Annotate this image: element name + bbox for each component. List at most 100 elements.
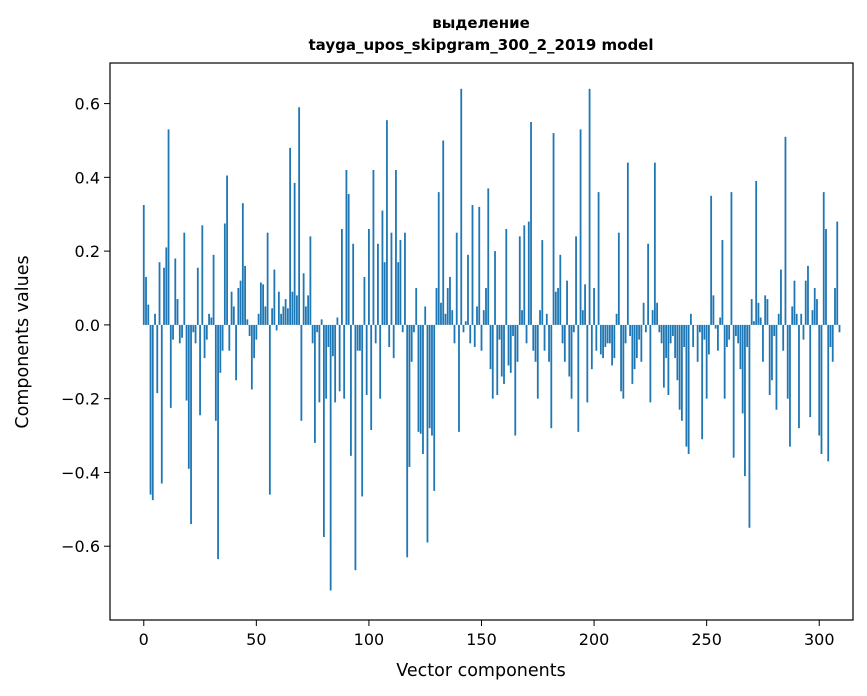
bar [228, 324, 231, 351]
bar [543, 324, 546, 351]
bar [723, 324, 726, 399]
bar [379, 324, 382, 399]
bar [687, 324, 690, 455]
bar [298, 107, 301, 325]
bar [410, 324, 413, 362]
bar [577, 324, 580, 432]
y-tick-label: 0.0 [75, 316, 100, 335]
bar [563, 324, 566, 362]
bar [275, 324, 278, 331]
bar [401, 324, 404, 333]
bar [649, 324, 652, 403]
bar [703, 324, 706, 340]
bar [653, 162, 656, 325]
bar [145, 276, 147, 325]
bar [469, 324, 472, 344]
bar [708, 324, 710, 355]
bar [642, 302, 645, 325]
bar [581, 310, 584, 325]
bar [451, 310, 454, 325]
bar [307, 295, 310, 325]
bar [467, 254, 469, 325]
bar [156, 324, 159, 394]
bar [217, 324, 219, 560]
bar [440, 302, 442, 325]
x-tick-label: 250 [691, 630, 722, 649]
bar [791, 306, 794, 325]
bar [514, 324, 517, 436]
bar [593, 288, 595, 325]
bar [374, 324, 377, 344]
bar [735, 324, 737, 336]
bar [757, 302, 760, 325]
bar [313, 324, 316, 443]
bar [325, 324, 328, 399]
bar [813, 288, 816, 325]
bar [496, 324, 499, 395]
bar [523, 225, 526, 325]
bar [264, 306, 267, 325]
bar [449, 276, 451, 325]
bar [777, 313, 780, 325]
bar [588, 88, 591, 325]
bar [142, 205, 145, 325]
bar [753, 321, 755, 325]
bar [611, 324, 613, 366]
bar [509, 324, 512, 373]
bar [291, 291, 294, 325]
bar [471, 205, 474, 325]
bar [359, 324, 361, 351]
bar [237, 288, 240, 325]
bar [730, 192, 733, 325]
bar [638, 324, 641, 340]
bar [552, 133, 555, 325]
bar [293, 182, 296, 325]
bar [262, 284, 264, 325]
bar [798, 324, 800, 429]
bar [230, 291, 233, 325]
y-tick-label: 0.6 [75, 95, 100, 114]
bar [295, 295, 298, 325]
bar [268, 324, 271, 495]
bar [505, 228, 508, 325]
bar [595, 324, 598, 351]
bar [478, 206, 481, 325]
bar [336, 317, 339, 325]
y-tick-label: 0.4 [75, 168, 100, 187]
bar [831, 324, 834, 362]
bar [712, 295, 715, 325]
bar [629, 324, 631, 336]
bar [680, 324, 683, 421]
bar [194, 324, 197, 344]
chart-subtitle: tayga_upos_skipgram_300_2_2019 model [309, 36, 654, 54]
bar [746, 324, 749, 348]
bar [784, 136, 787, 325]
bar [158, 262, 161, 325]
bar [532, 324, 535, 351]
bar [669, 324, 672, 344]
bar [689, 313, 692, 325]
bar [370, 324, 373, 431]
bar [480, 324, 483, 351]
bar [419, 324, 422, 434]
bar [372, 169, 375, 325]
bar [442, 140, 445, 325]
bar [714, 324, 717, 329]
bar [608, 324, 611, 344]
bar [172, 324, 174, 340]
bar [183, 232, 186, 325]
bar [615, 313, 618, 325]
bar [545, 313, 548, 325]
bar [277, 291, 280, 325]
bar [246, 319, 249, 325]
y-axis-label: Components values [13, 255, 33, 428]
bar [332, 324, 334, 357]
bar [744, 324, 746, 477]
bar [710, 195, 713, 325]
bar [203, 324, 206, 359]
bar [399, 240, 402, 325]
bar [804, 280, 807, 325]
bar [536, 324, 539, 399]
bar [151, 324, 154, 501]
bar [377, 243, 379, 325]
